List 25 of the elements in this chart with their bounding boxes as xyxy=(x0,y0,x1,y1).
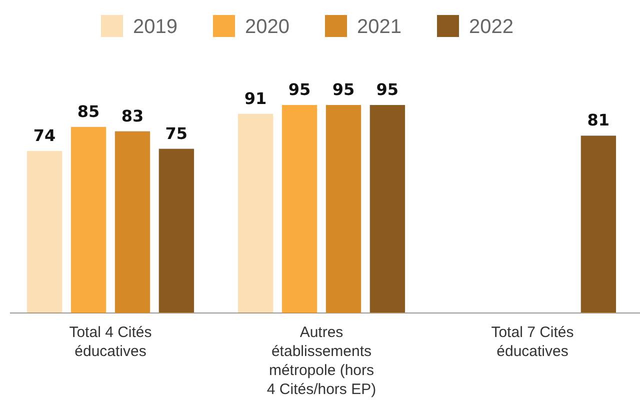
data-label: 85 xyxy=(77,102,100,121)
legend-label: 2020 xyxy=(245,16,290,38)
x-tick-label: Total 4 Cités éducatives xyxy=(69,324,152,360)
data-label: 91 xyxy=(244,88,267,108)
data-label: 95 xyxy=(376,80,399,99)
bar xyxy=(114,131,150,313)
data-label: 95 xyxy=(288,80,311,99)
x-tick-label: Total 7 Cités éducatives xyxy=(491,324,574,360)
data-label: 75 xyxy=(165,124,188,143)
data-label: 83 xyxy=(121,106,144,126)
bar xyxy=(70,126,106,313)
bar xyxy=(158,148,194,313)
legend-label: 2021 xyxy=(357,16,402,38)
bar xyxy=(26,150,62,313)
legend-label: 2019 xyxy=(133,16,178,38)
bar xyxy=(370,105,406,313)
bar xyxy=(326,105,362,313)
data-label: 81 xyxy=(587,110,610,130)
bar xyxy=(580,136,616,313)
legend-label: 2022 xyxy=(469,16,514,38)
bar xyxy=(238,114,274,313)
data-label: 95 xyxy=(332,80,355,99)
data-label: 74 xyxy=(33,126,56,145)
x-tick-label: Autres établissements métropole (hors 4 Cités/hors EP) xyxy=(266,324,376,398)
bar xyxy=(282,105,318,313)
